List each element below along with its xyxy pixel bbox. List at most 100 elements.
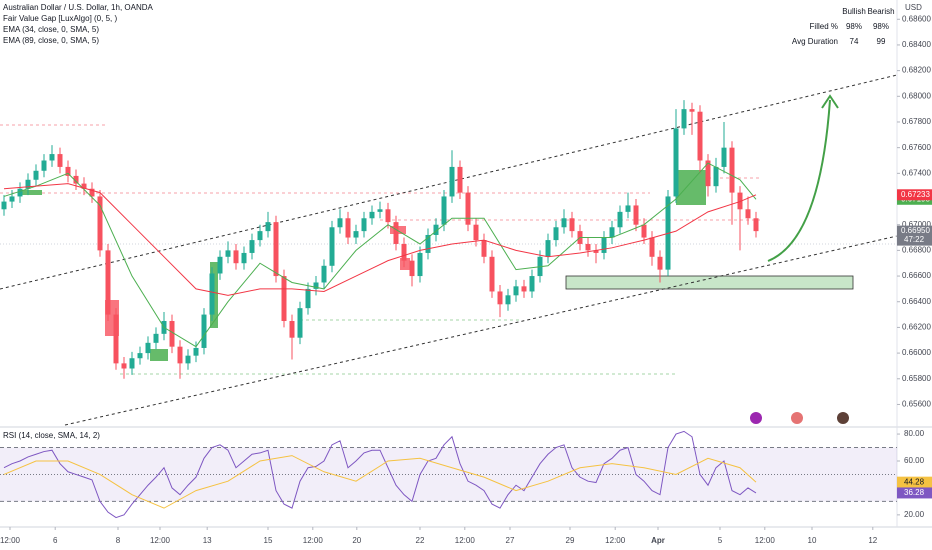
event-icon[interactable] xyxy=(750,412,762,424)
x-tick-label: 12:00 xyxy=(755,536,776,545)
legend-symbol: Australian Dollar / U.S. Dollar, 1h, OAN… xyxy=(3,3,153,12)
candle-body xyxy=(129,358,135,369)
y-tick-label: 0.67000 xyxy=(902,220,931,229)
y-tick-label: 0.66000 xyxy=(902,348,931,357)
candle-body xyxy=(737,192,743,210)
candle-body xyxy=(425,234,431,253)
candle-body xyxy=(217,256,223,274)
candle-body xyxy=(601,237,607,253)
x-tick-label: 12:00 xyxy=(605,536,626,545)
candle-body xyxy=(353,231,359,238)
candle-body xyxy=(561,218,567,228)
y-tick-label: 0.68600 xyxy=(902,14,931,23)
table-cell: 98% xyxy=(873,22,889,31)
table-cell: Avg Duration xyxy=(792,37,838,46)
ema-line xyxy=(3,162,757,348)
candle-body xyxy=(513,286,519,296)
candle-body xyxy=(657,256,663,270)
candle-body xyxy=(193,347,199,356)
candle-body xyxy=(529,276,535,292)
rsi-value-label: 36.28 xyxy=(904,488,925,497)
candle-body xyxy=(473,224,479,241)
candle-body xyxy=(649,237,655,257)
candle-body xyxy=(321,265,327,283)
rsi-value-bg xyxy=(897,487,932,499)
candle-body xyxy=(201,314,207,348)
x-tick-label: 29 xyxy=(566,536,575,545)
table-header: Bearish xyxy=(867,7,894,16)
candle-body xyxy=(489,256,495,292)
candle-body xyxy=(433,224,439,235)
candle-body xyxy=(721,147,727,167)
x-tick-label: 12:00 xyxy=(303,536,324,545)
y-tick-label: 0.66400 xyxy=(902,297,931,306)
rsi-ma-line xyxy=(3,455,757,509)
x-tick-label: 10 xyxy=(808,536,817,545)
candle-body xyxy=(713,166,719,187)
legend-indicator: EMA (34, close, 0, SMA, 5) xyxy=(3,25,99,34)
x-tick-label: 27 xyxy=(506,536,515,545)
rsi-tick-label: 20.00 xyxy=(904,510,925,519)
candle-body xyxy=(145,342,151,354)
candle-body xyxy=(249,240,255,253)
candle-body xyxy=(585,243,591,251)
y-tick-label: 0.68400 xyxy=(902,40,931,49)
fvg-box xyxy=(150,349,168,361)
candle-body xyxy=(41,160,47,171)
candle-body xyxy=(545,240,551,257)
x-tick-label: Apr xyxy=(651,536,665,545)
y-tick-label: 0.66600 xyxy=(902,271,931,280)
candle-body xyxy=(105,250,111,315)
x-tick-label: 12:00 xyxy=(0,536,21,545)
candle-body xyxy=(73,175,79,184)
rsi-tick-label: 80.00 xyxy=(904,429,925,438)
candle-body xyxy=(265,222,271,232)
candle-body xyxy=(81,183,87,189)
last-price-label: 0.66950 xyxy=(901,226,930,235)
candle-body xyxy=(273,222,279,277)
legend-indicator: EMA (89, close, 0, SMA, 5) xyxy=(3,36,99,45)
drawings xyxy=(0,0,932,528)
candle-body xyxy=(185,355,191,364)
candle-body xyxy=(65,166,71,176)
arrow-head xyxy=(821,94,839,109)
candle-body xyxy=(369,211,375,219)
candle-body xyxy=(233,250,239,264)
candle-body xyxy=(409,260,415,277)
table-header: Bullish xyxy=(842,7,866,16)
candle-body xyxy=(169,320,175,347)
candle-body xyxy=(57,154,63,167)
forecast-arrow xyxy=(767,99,831,262)
fvg-box xyxy=(18,190,42,195)
countdown: 47:22 xyxy=(904,235,925,244)
event-icon[interactable] xyxy=(837,412,849,424)
candle-body xyxy=(329,227,335,266)
legend-indicator: Fair Value Gap [LuxAlgo] (0, 5, ) xyxy=(3,14,117,23)
y-tick-label: 0.68000 xyxy=(902,91,931,100)
rsi-title: RSI (14, close, SMA, 14, 2) xyxy=(3,431,100,440)
x-tick-label: 13 xyxy=(203,536,212,545)
candle-body xyxy=(9,196,15,202)
channel-lower xyxy=(64,235,898,426)
price-label-bg xyxy=(897,189,932,201)
candle-body xyxy=(377,209,383,212)
candle-body xyxy=(297,308,303,338)
plot: 0.65600 0.65800 0.66000 0.66200 0.66400 0.666… xyxy=(0,14,932,545)
candle-body xyxy=(633,205,639,225)
y-tick-label: 0.66800 xyxy=(902,245,931,254)
candle-body xyxy=(17,188,23,197)
candle-body xyxy=(153,333,159,343)
candle-body xyxy=(209,273,215,315)
candle-body xyxy=(305,288,311,309)
candle-body xyxy=(361,218,367,232)
candle-body xyxy=(417,252,423,277)
rsi-tick-label: 60.00 xyxy=(904,456,925,465)
candle-body xyxy=(681,109,687,129)
candle-body xyxy=(121,363,127,369)
event-icon[interactable] xyxy=(791,412,803,424)
currency: USD xyxy=(905,3,922,12)
y-tick-label: 0.65800 xyxy=(902,374,931,383)
candle-body xyxy=(497,291,503,305)
candle-body xyxy=(641,224,647,238)
